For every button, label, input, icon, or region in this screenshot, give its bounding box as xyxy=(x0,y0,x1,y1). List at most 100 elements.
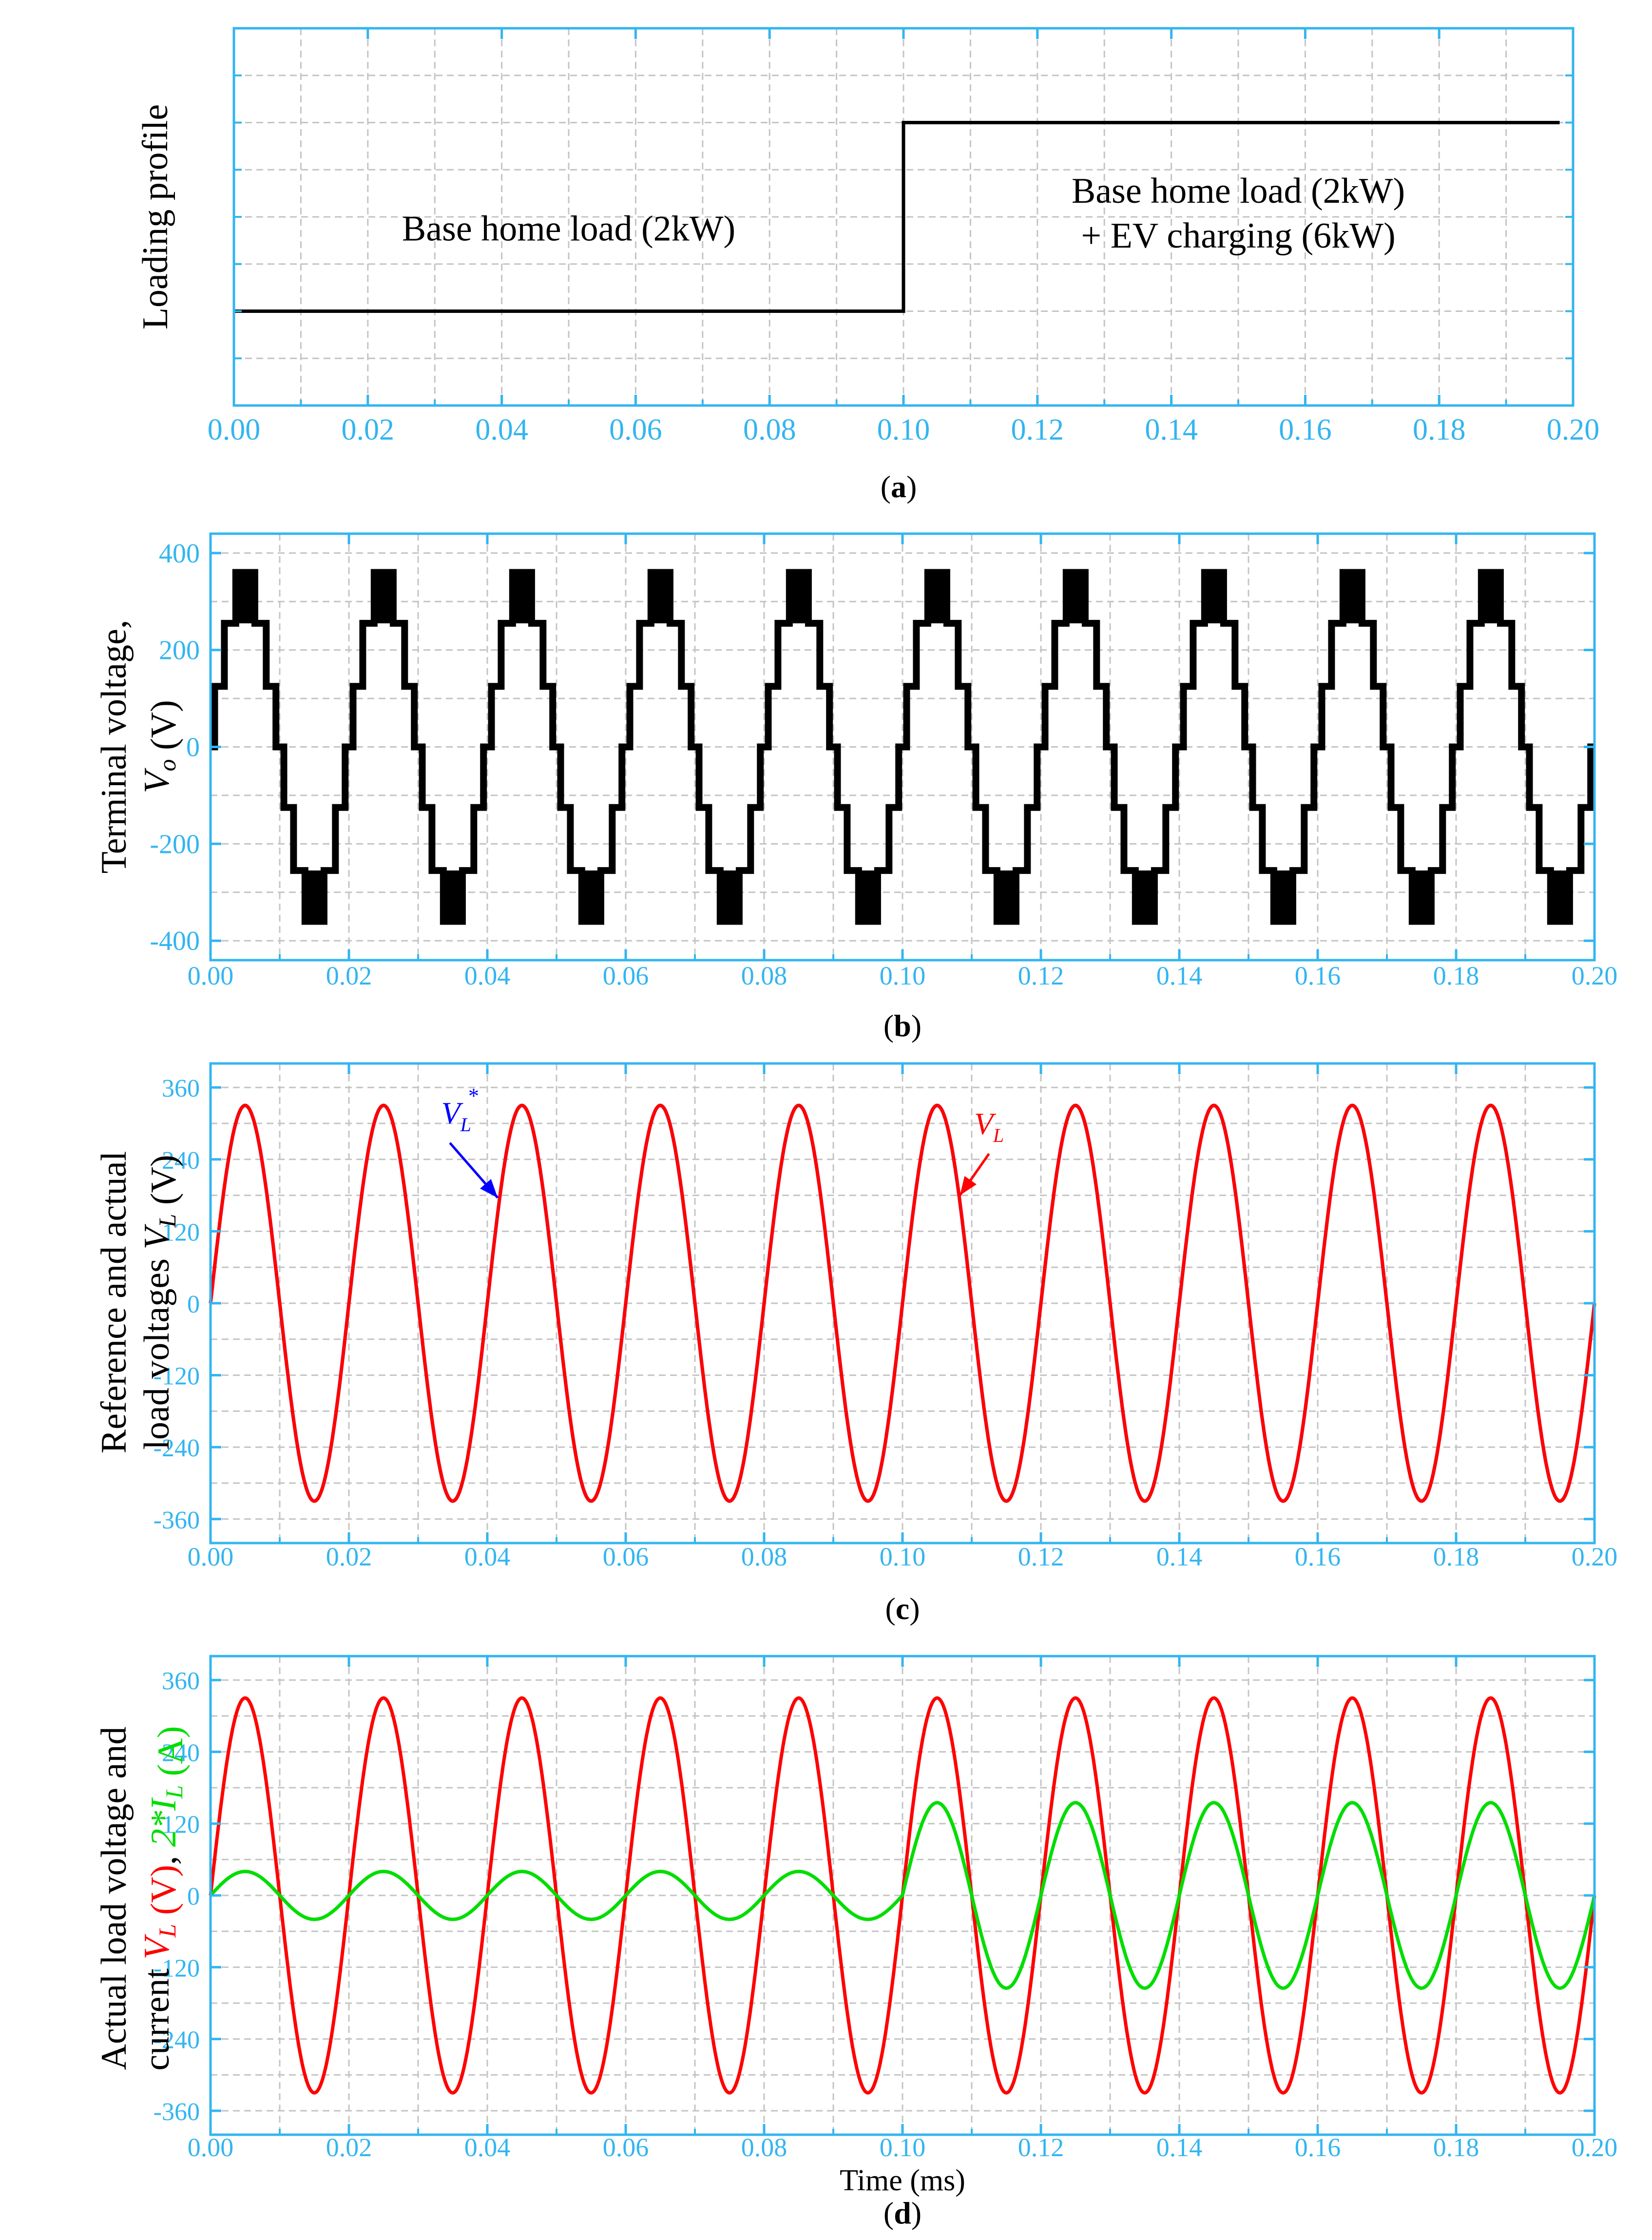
x-tick-label: 0.02 xyxy=(326,961,372,990)
x-tick-label: 0.16 xyxy=(1295,2133,1341,2162)
y-label-part: (V) xyxy=(144,1155,184,1214)
pwm-band xyxy=(578,870,604,922)
y-tick-label: -360 xyxy=(154,2098,200,2126)
x-tick-label: 0.02 xyxy=(342,413,395,446)
y-label-line-1: Terminal voltage, xyxy=(94,620,134,874)
x-tick-label: 0.10 xyxy=(877,413,930,446)
pwm-band xyxy=(440,870,465,922)
y-tick-label: -360 xyxy=(154,1506,200,1534)
panel-caption-b: (b) xyxy=(884,1008,922,1043)
x-tick-label: 0.08 xyxy=(743,413,796,446)
x-tick-label: 0.20 xyxy=(1572,961,1618,990)
y-tick-label: 360 xyxy=(162,1667,200,1695)
annotation-sup: * xyxy=(467,1084,478,1108)
pwm-band xyxy=(855,870,881,922)
x-tick-label: 0.14 xyxy=(1156,2133,1203,2162)
x-tick-label: 0.20 xyxy=(1547,413,1600,446)
x-tick-label: 0.02 xyxy=(326,2133,372,2162)
y-axis-label-d: Actual load voltage and current VL (V), 2… xyxy=(94,1726,191,2071)
x-tick-label: 0.04 xyxy=(464,2133,511,2162)
pwm-band xyxy=(1132,870,1157,922)
caption-close: ) xyxy=(911,2196,922,2230)
x-tick-label: 0.02 xyxy=(326,1542,372,1571)
y-axis-label-a: Loading profile xyxy=(135,104,175,329)
y-label-line-2: current VL (V), 2*IL (A) xyxy=(137,1726,191,2071)
y-tick-label: -120 xyxy=(154,1954,200,1982)
x-tick-label: 0.04 xyxy=(475,413,528,446)
x-tick-label: 0.08 xyxy=(741,2133,788,2162)
x-tick-label: 0.12 xyxy=(1018,961,1064,990)
x-tick-label: 0.14 xyxy=(1156,961,1203,990)
y-tick-label: 240 xyxy=(162,1739,200,1767)
caption-open: ( xyxy=(885,1591,895,1626)
series-d-2-il xyxy=(209,1801,1596,1990)
x-tick-label: 0.16 xyxy=(1279,413,1332,446)
panel-b: 0.00 0.02 0.04 0.06 0.08 0.10 0.12 0.14 0.16 0.18… xyxy=(94,532,1618,1043)
x-ticks-d: 0.00 0.02 0.04 0.06 0.08 0.10 0.12 0.14 0.16 0.18… xyxy=(188,1656,1618,2162)
x-ticks-a: 0.00 0.02 0.04 0.06 0.08 0.10 0.12 0.14 0.16 0.18… xyxy=(208,28,1600,446)
x-ticks-b: 0.00 0.02 0.04 0.06 0.08 0.10 0.12 0.14 0.16 0.18… xyxy=(188,534,1618,990)
x-tick-label: 0.08 xyxy=(741,961,788,990)
y-label-part: Terminal voltage, xyxy=(94,620,134,874)
y-tick-label: 120 xyxy=(162,1218,200,1246)
y-label-part: load voltages xyxy=(137,1250,177,1450)
annotation-line: Base home load (2kW) xyxy=(1072,171,1405,211)
annotation-c-1: VL xyxy=(959,1106,1004,1197)
y-label-line-2: load voltages VL (V) xyxy=(137,1155,184,1449)
pwm-band xyxy=(1340,572,1365,623)
y-label-part: Loading profile xyxy=(135,104,175,329)
panel-d: 0.00 0.02 0.04 0.06 0.08 0.10 0.12 0.14 0.16 0.18… xyxy=(94,1655,1618,2230)
x-tick-label: 0.18 xyxy=(1413,413,1466,446)
y-tick-label: 0 xyxy=(186,733,200,763)
y-label-part: (V) xyxy=(144,1865,184,1924)
annotation-a-1: Base home load (2kW) + EV charging (6kW) xyxy=(1072,171,1405,256)
x-tick-label: 0.14 xyxy=(1145,413,1198,446)
pwm-band xyxy=(994,870,1019,922)
x-tick-label: 0.18 xyxy=(1433,1542,1479,1571)
x-axis-label-d: Time (ms) xyxy=(840,2164,965,2197)
y-ticks-c: 360 240 120 0 -120 -240 -360 xyxy=(154,1075,1594,1534)
x-tick-label: 0.20 xyxy=(1572,1542,1618,1571)
x-tick-label: 0.06 xyxy=(603,1542,649,1571)
y-label-part: current xyxy=(137,1959,177,2070)
x-tick-label: 0.06 xyxy=(603,961,649,990)
y-tick-label: 0 xyxy=(187,1291,200,1318)
x-tick-label: 0.10 xyxy=(880,1542,926,1571)
pwm-band xyxy=(786,572,811,623)
y-label-line-2: Vo (V) xyxy=(137,700,184,793)
x-tick-label: 0.18 xyxy=(1433,2133,1479,2162)
panel-a: 0.00 0.02 0.04 0.06 0.08 0.10 0.12 0.14 0.16 0.18… xyxy=(135,27,1600,504)
y-label-part: V xyxy=(137,1224,177,1250)
x-tick-label: 0.12 xyxy=(1018,1542,1064,1571)
pwm-band xyxy=(1270,870,1296,922)
y-tick-label: 120 xyxy=(162,1811,200,1839)
y-label-part: Actual load voltage and xyxy=(94,1727,134,2070)
x-tick-label: 0.20 xyxy=(1572,2133,1618,2162)
y-tick-label: -240 xyxy=(154,1434,200,1462)
y-label-part: V xyxy=(137,768,177,793)
pwm-band xyxy=(924,572,950,623)
pwm-band xyxy=(1409,870,1434,922)
x-tick-label: 0.00 xyxy=(208,413,261,446)
x-tick-label: 0.00 xyxy=(188,2133,234,2162)
y-label-part: (V) xyxy=(144,700,184,759)
y-label-line-1: Loading profile xyxy=(135,104,175,329)
x-tick-label: 0.04 xyxy=(464,961,511,990)
y-label-part: L xyxy=(160,1785,188,1799)
x-tick-label: 0.04 xyxy=(464,1542,511,1571)
panel-c: 0.00 0.02 0.04 0.06 0.08 0.10 0.12 0.14 0.16 0.18… xyxy=(94,1062,1618,1626)
x-tick-label: 0.10 xyxy=(880,961,926,990)
y-label-line-1: Reference and actual xyxy=(94,1151,134,1453)
y-label-line-1: Actual load voltage and xyxy=(94,1727,134,2070)
caption-letter: b xyxy=(894,1008,911,1043)
annotation-arrowhead xyxy=(960,1176,977,1196)
y-tick-label: -120 xyxy=(154,1363,200,1390)
y-label-part: L xyxy=(154,1214,181,1228)
annotation-label: VL xyxy=(974,1106,1004,1146)
x-tick-label: 0.08 xyxy=(741,1542,788,1571)
annotation-line: Base home load (2kW) xyxy=(402,209,735,249)
y-ticks-a xyxy=(234,74,1573,360)
pwm-band xyxy=(302,870,327,922)
pwm-band xyxy=(1547,870,1573,922)
y-tick-label: -200 xyxy=(150,829,200,859)
